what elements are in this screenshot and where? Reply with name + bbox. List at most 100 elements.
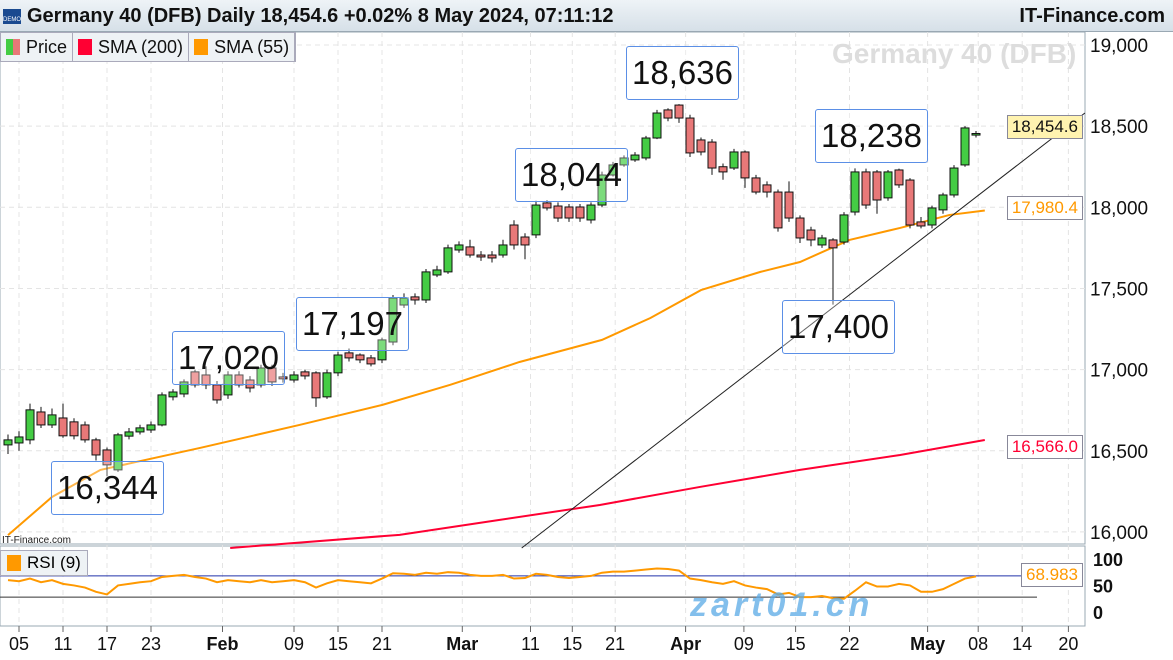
candle-body: [91, 439, 101, 456]
candle-body: [465, 246, 475, 256]
legend-label: SMA (55): [214, 36, 290, 57]
candle: [696, 137, 706, 156]
candle: [168, 389, 178, 401]
candle-body: [25, 409, 35, 441]
candle-body: [641, 137, 651, 159]
candle: [25, 403, 35, 445]
x-tick-label: 11: [54, 634, 73, 654]
candle: [586, 202, 596, 224]
rsi-label: RSI (9): [27, 553, 81, 572]
candle-body: [421, 271, 431, 301]
x-tick-label: May: [910, 634, 945, 654]
x-tick-label: 20: [1058, 634, 1078, 654]
candle: [179, 379, 189, 398]
candle: [91, 437, 101, 461]
sma55-swatch-icon: [194, 39, 209, 55]
candle-body: [795, 217, 805, 239]
candle: [674, 104, 684, 123]
candle: [916, 217, 926, 229]
candle-body: [960, 127, 970, 166]
x-tick-label: Mar: [446, 634, 478, 654]
candle: [795, 215, 805, 244]
legend-sma55[interactable]: SMA (55): [189, 33, 296, 61]
annotation-high-apr: 18,636: [626, 46, 739, 100]
candle-body: [322, 372, 332, 398]
candle-body: [80, 424, 90, 441]
candle-body: [740, 151, 750, 179]
y-tick-label: 17,000: [1090, 361, 1148, 382]
candle-body: [531, 204, 541, 236]
candle-body: [751, 177, 761, 193]
x-tick-label: 09: [734, 634, 754, 654]
rsi-legend[interactable]: RSI (9): [0, 550, 88, 576]
candle-body: [927, 207, 937, 226]
candle-body: [916, 221, 926, 227]
candle-body: [773, 191, 783, 229]
y-tick-label: 17,500: [1090, 279, 1148, 300]
x-tick-label: 21: [605, 634, 625, 654]
candle: [564, 204, 574, 222]
candle: [828, 238, 838, 305]
candle: [311, 371, 321, 407]
candle: [630, 152, 640, 162]
candle-body: [311, 372, 321, 399]
candle: [146, 421, 156, 433]
candle: [883, 169, 893, 201]
candle: [124, 428, 134, 440]
candle: [652, 109, 662, 140]
candle: [157, 392, 167, 427]
candle: [80, 421, 90, 443]
rsi-panel: [0, 545, 1086, 627]
sma200-line: [230, 439, 985, 549]
candle: [751, 174, 761, 195]
legend-sma200[interactable]: SMA (200): [73, 33, 190, 61]
candle-body: [3, 439, 13, 446]
candle: [498, 239, 508, 258]
instrument-watermark: Germany 40 (DFB): [832, 38, 1077, 69]
x-tick-label: 15: [562, 634, 582, 654]
candle-body: [894, 169, 904, 186]
chart-title: Germany 40 (DFB) Daily 18,454.6 +0.02% 8…: [27, 5, 614, 27]
candle-body: [729, 151, 739, 169]
candle: [69, 418, 79, 440]
annotation-17197: 17,197: [296, 297, 409, 351]
candle-body: [135, 427, 145, 433]
x-tick-label: 15: [786, 634, 806, 654]
candle: [520, 233, 530, 260]
x-tick-label: 17: [97, 634, 117, 654]
candle-body: [949, 167, 959, 196]
candle: [773, 189, 783, 232]
candle-body: [168, 391, 178, 398]
rsi-swatch-icon: [7, 555, 21, 571]
candle-body: [597, 174, 607, 206]
candle: [553, 202, 563, 222]
candle: [938, 192, 948, 214]
candle: [817, 234, 827, 248]
candle-body: [267, 367, 277, 383]
candle: [509, 220, 519, 250]
corner-watermark: zart01.cn: [690, 586, 874, 624]
candle: [850, 168, 860, 216]
candle: [443, 244, 453, 274]
candle: [894, 168, 904, 188]
candle-body: [850, 171, 860, 213]
candle-body: [861, 171, 871, 206]
x-tick-label: 09: [284, 634, 304, 654]
rsi-tick-label: 50: [1093, 577, 1113, 597]
candle-body: [212, 384, 222, 401]
candle: [289, 371, 299, 383]
x-tick-label: 14: [1012, 634, 1032, 654]
legend-price[interactable]: Price: [1, 33, 74, 61]
candle: [960, 126, 970, 167]
sma55-price-tag: 17,980.4: [1006, 196, 1083, 220]
annotation-18238: 18,238: [815, 109, 928, 163]
x-tick-label: Feb: [206, 634, 238, 654]
candle-body: [586, 204, 596, 221]
candle-body: [652, 112, 662, 139]
candle: [663, 108, 673, 122]
candle-body: [443, 247, 453, 273]
candle: [718, 163, 728, 180]
candle: [575, 204, 585, 222]
x-tick-label: 21: [372, 634, 392, 654]
